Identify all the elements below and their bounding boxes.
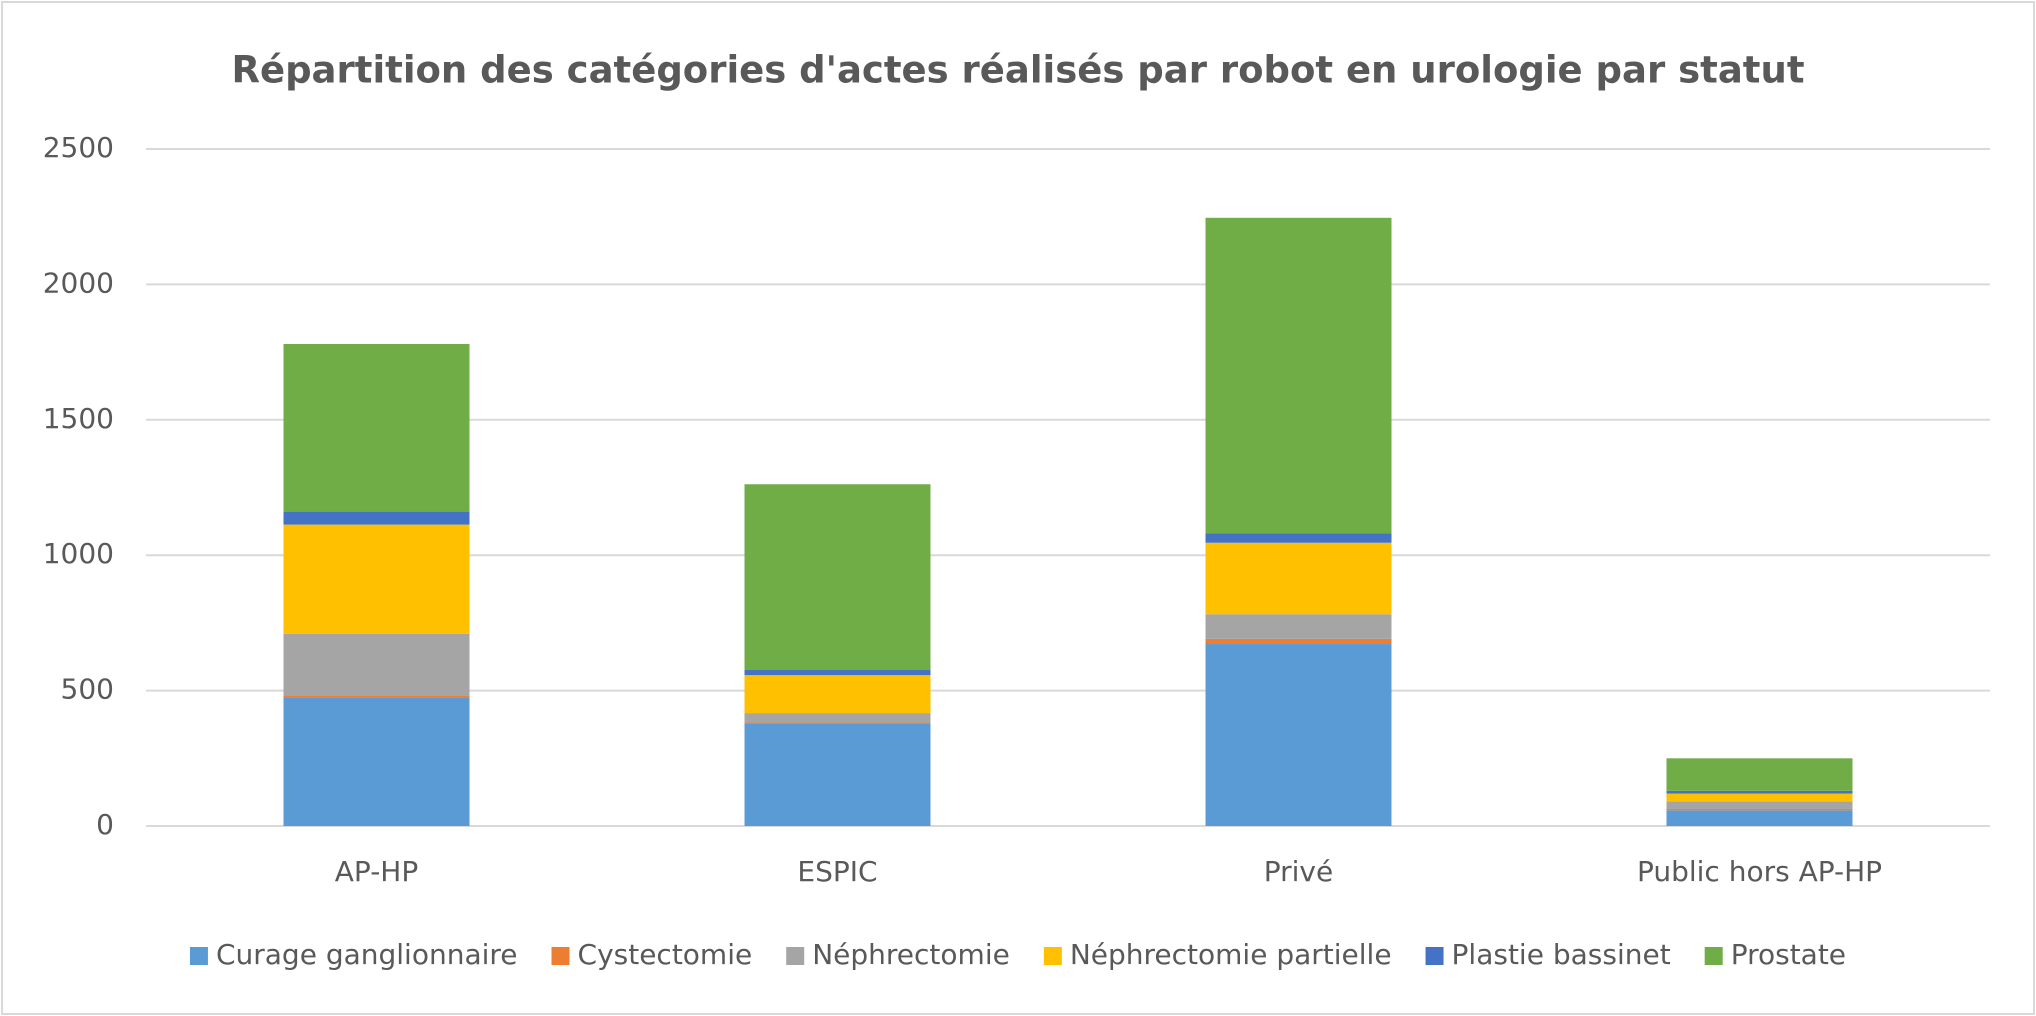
chart-title: Répartition des catégories d'actes réali… [231,49,1804,92]
bar-segment [744,713,931,723]
bar-segment [283,343,470,512]
x-tick-label: AP-HP [335,855,418,888]
y-tick-label: 1000 [43,537,114,570]
legend-marker [551,947,570,965]
bar-segment [744,722,931,724]
bar-segment [1666,808,1853,811]
bar-segment [744,484,931,671]
legend-label: Néphrectomie [812,938,1010,971]
bar-segment [283,697,470,826]
legend-label: Curage ganglionnaire [216,938,518,971]
bar-segment [1205,638,1392,645]
bar-segment [283,633,470,697]
bar-segment [744,675,931,714]
bar-segment [1205,644,1392,826]
bar-segment [1205,533,1392,543]
x-tick-label: Public hors AP-HP [1637,855,1882,888]
bar-segment [1205,614,1392,639]
bar-segment [283,524,470,634]
y-tick-label: 500 [61,673,114,706]
bar-segment [1666,758,1853,791]
bar-segment [1205,217,1392,534]
legend-label: Prostate [1731,938,1846,971]
bar-segment [1205,542,1392,615]
bar-segment [1666,793,1853,802]
legend-label: Cystectomie [578,938,753,971]
legend-label: Néphrectomie partielle [1070,938,1392,971]
legend-marker [786,947,805,965]
y-tick-label: 2500 [43,131,114,164]
legend-marker [1425,947,1444,965]
bar-segment [283,511,470,525]
x-tick-label: Privé [1264,855,1333,888]
legend-marker [1043,947,1062,965]
y-tick-label: 1500 [43,402,114,435]
bar-segment [1666,790,1853,794]
bar-segment [744,723,931,826]
legend-marker [189,947,208,965]
bar-segment [1666,801,1853,809]
y-tick-label: 0 [96,808,114,841]
legend-marker [1704,947,1723,965]
bar-segment [283,696,470,698]
y-tick-label: 2000 [43,266,114,299]
x-tick-label: ESPIC [797,855,877,888]
bar-segment [1666,810,1853,826]
legend-label: Plastie bassinet [1452,938,1671,971]
bar-segment [744,670,931,676]
